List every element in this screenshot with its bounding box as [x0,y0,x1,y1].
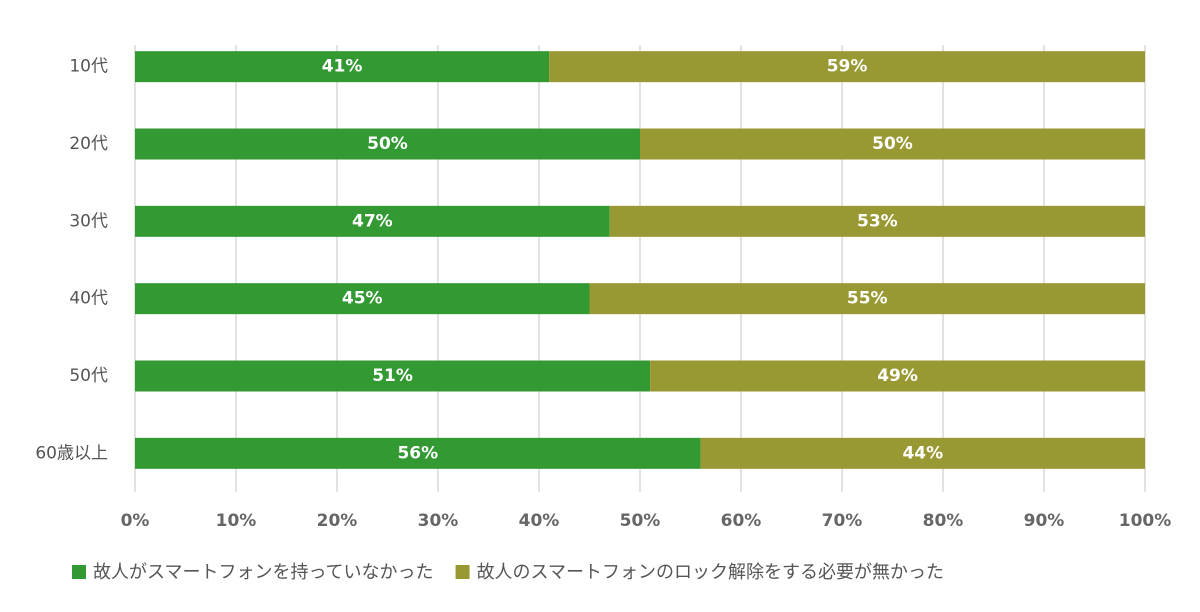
x-tick-label: 80% [923,511,964,531]
value-label: 49% [877,366,918,386]
category-label: 30代 [69,211,108,231]
category-label: 10代 [69,57,108,77]
value-label: 55% [847,289,888,309]
value-label: 51% [372,366,413,386]
x-tick-label: 10% [216,511,257,531]
x-tick-label: 50% [620,511,661,531]
value-label: 59% [827,57,868,77]
category-label: 20代 [69,134,108,154]
x-tick-label: 100% [1119,511,1172,531]
value-label: 41% [322,57,363,77]
bar-segment [589,283,1145,315]
bar-segment [135,205,610,237]
x-tick-label: 70% [822,511,863,531]
category-label: 50代 [69,366,108,386]
bar-segment [135,283,590,315]
value-label: 50% [367,134,408,154]
value-label: 44% [902,443,943,463]
bar-segment [700,437,1145,469]
bar-segment [549,51,1145,83]
bar-segment [135,128,640,160]
x-tick-label: 60% [721,511,762,531]
x-tick-label: 30% [418,511,459,531]
bar-segment [135,360,651,392]
bar-segment [135,51,550,83]
legend-label: 故人がスマートフォンを持っていなかった [93,562,434,583]
value-label: 47% [352,211,393,231]
x-tick-label: 20% [317,511,358,531]
legend-swatch [455,565,470,579]
category-label: 60歳以上 [35,443,108,463]
value-label: 50% [872,134,913,154]
bar-segment [609,205,1145,237]
value-label: 53% [857,211,898,231]
bar-segment [640,128,1145,160]
bar-segment [650,360,1145,392]
legend-label: 故人のスマートフォンのロック解除をする必要が無かった [477,562,944,583]
category-label: 40代 [69,289,108,309]
value-label: 56% [397,443,438,463]
x-tick-label: 40% [519,511,560,531]
x-tick-label: 90% [1024,511,1065,531]
x-tick-label: 0% [121,511,150,531]
bar-segment [135,437,701,469]
value-label: 45% [342,289,383,309]
legend-swatch [72,565,86,579]
